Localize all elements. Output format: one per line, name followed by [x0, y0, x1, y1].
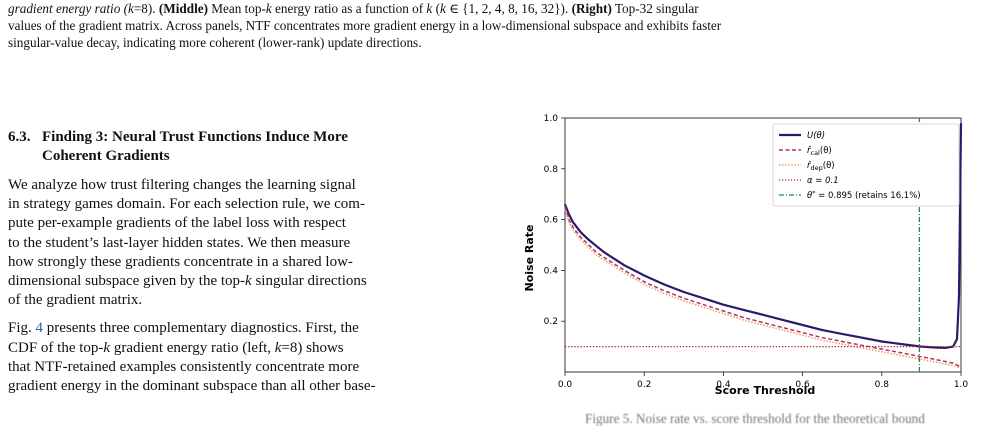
y-axis-label: Noise Rate [523, 225, 536, 292]
plot-frame [564, 117, 962, 373]
legend-label-rcal: r̂cal(θ) [807, 145, 832, 157]
x-axis-label: Score Threshold [715, 384, 816, 397]
y-tick-label: 0.4 [544, 266, 559, 276]
section-title-line-2: Coherent Gradients [42, 148, 170, 164]
y-tick-label: 1.0 [544, 114, 559, 124]
figure-5-caption: Figure 5. Noise rate vs. score threshold… [585, 412, 925, 426]
caption-middle-label: (Middle) [158, 1, 208, 16]
figure-caption-top: gradient energy ratio (k=8). (Middle) Me… [8, 0, 980, 51]
legend-label-u: U(θ) [807, 131, 825, 141]
caption-line-3: singular-value decay, indicating more co… [8, 35, 422, 50]
y-tick-label: 0.2 [544, 317, 558, 327]
legend-label-rdep: r̂dep(θ) [807, 160, 835, 172]
x-tick-label: 0.6 [795, 380, 810, 390]
x-tick-label: 0.4 [716, 380, 731, 390]
caption-line-2: values of the gradient matrix. Across pa… [8, 18, 722, 33]
series-u-theta [563, 123, 963, 349]
section-title-line-1: Finding 3: Neural Trust Functions Induce… [42, 129, 348, 145]
legend-label-theta: θ* = 0.895 (retains 16.1%) [807, 189, 921, 201]
legend-box [772, 123, 960, 207]
series-r-dep [564, 209, 962, 369]
x-tick-label: 1.0 [954, 380, 969, 390]
left-column: 6.3. Finding 3: Neural Trust Functions In… [8, 128, 476, 405]
chart-axes [564, 117, 962, 373]
chart-legend: U(θ) r̂cal(θ) r̂dep(θ) α = 0.1 θ* = 0.89… [772, 123, 960, 207]
caption-line-1: gradient energy ratio (k=8). (Middle) Me… [8, 1, 699, 16]
chart-ticks: 0.0 0.2 0.4 0.6 0.8 1.0 0.2 0.4 0.6 0.8 1.0 [544, 114, 969, 390]
paragraph-2: Fig. 4 presents three complementary diag… [8, 320, 376, 395]
section-number: 6.3. [8, 129, 31, 145]
y-tick-label: 0.6 [544, 216, 559, 226]
y-tick-label: 0.8 [544, 165, 559, 175]
x-tick-label: 0.8 [875, 380, 890, 390]
series-r-cal [564, 206, 962, 368]
x-tick-label: 0.2 [637, 380, 651, 390]
caption-right-label: (Right) [571, 1, 612, 16]
noise-rate-chart: 0.0 0.2 0.4 0.6 0.8 1.0 0.2 0.4 0.6 0.8 1.0 Score … [523, 114, 969, 397]
figure-4-link[interactable]: 4 [35, 320, 44, 337]
section-heading: 6.3. Finding 3: Neural Trust Functions In… [8, 128, 476, 166]
x-tick-label: 0.0 [558, 380, 573, 390]
noise-rate-figure: 0.0 0.2 0.4 0.6 0.8 1.0 0.2 0.4 0.6 0.8 1.0 Score … [505, 110, 985, 410]
legend-label-alpha: α = 0.1 [807, 176, 839, 186]
paragraph-1: We analyze how trust filtering changes t… [8, 177, 367, 309]
